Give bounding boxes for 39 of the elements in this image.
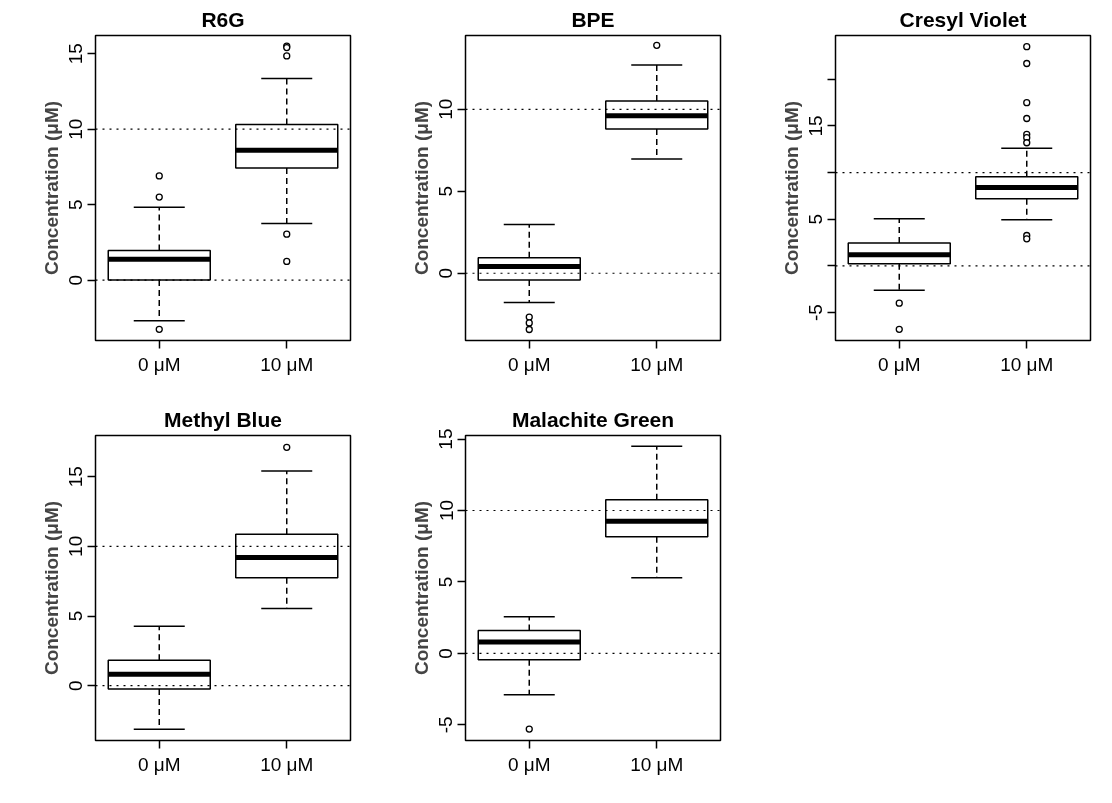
x-tick-label: 0 μM <box>137 753 181 775</box>
y-tick-label: 0 <box>65 680 87 691</box>
y-tick-label: -5 <box>805 304 827 321</box>
y-tick-label: 15 <box>65 43 87 65</box>
x-tick-label: 10 μM <box>630 353 684 375</box>
chart-title: Cresyl Violet <box>899 7 1027 31</box>
y-tick-label: 15 <box>435 428 457 450</box>
y-tick-label: 10 <box>65 118 87 140</box>
y-axis-title: Concentration (μM) <box>780 100 802 276</box>
y-axis-title: Concentration (μM) <box>410 100 432 276</box>
y-axis-title: Concentration (μM) <box>410 500 432 676</box>
x-tick-label: 0 μM <box>877 353 921 375</box>
y-tick-label: 10 <box>435 98 457 120</box>
y-tick-label: 5 <box>65 610 87 622</box>
chart-title: BPE <box>571 7 615 31</box>
y-tick-label: 5 <box>805 213 827 225</box>
x-tick-label: 10 μM <box>260 353 314 375</box>
x-tick-label: 10 μM <box>260 753 314 775</box>
y-tick-label: 0 <box>435 267 457 279</box>
x-tick-label: 0 μM <box>137 353 181 375</box>
chart-title: R6G <box>201 7 245 31</box>
y-axis-title: Concentration (μM) <box>40 500 62 676</box>
y-tick-label: 5 <box>435 185 457 197</box>
y-tick-label: 10 <box>65 535 87 557</box>
y-tick-label: 15 <box>805 115 827 137</box>
chart-title: Malachite Green <box>511 407 675 431</box>
x-tick-label: 0 μM <box>507 753 551 775</box>
y-tick-label: 5 <box>65 199 87 210</box>
y-axis-title: Concentration (μM) <box>40 100 62 276</box>
chart-title: Methyl Blue <box>164 407 282 431</box>
y-tick-label: 10 <box>435 499 457 522</box>
y-tick-label: -5 <box>435 716 457 734</box>
y-tick-label: 15 <box>65 466 87 488</box>
y-tick-label: 0 <box>435 648 457 659</box>
x-tick-label: 10 μM <box>1000 353 1054 375</box>
y-tick-label: 5 <box>435 576 457 588</box>
x-tick-label: 0 μM <box>507 353 551 375</box>
x-tick-label: 10 μM <box>630 753 684 775</box>
y-tick-label: 0 <box>65 274 87 286</box>
